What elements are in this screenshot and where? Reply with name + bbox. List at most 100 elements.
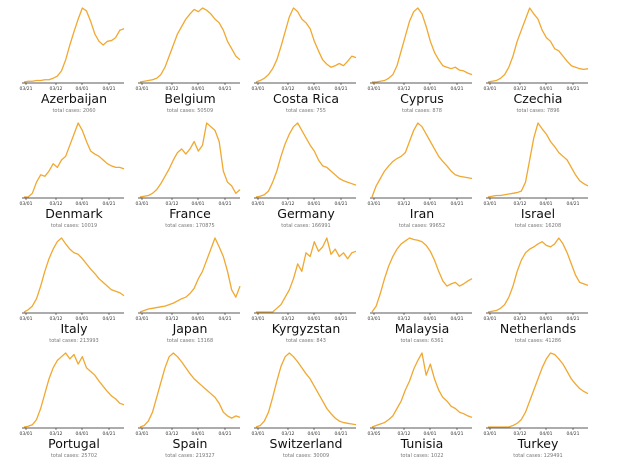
series-line xyxy=(23,7,125,83)
panel-plot: 03/05 03/12 04/01 04/21 xyxy=(368,352,473,437)
x-tick-label: 03/12 xyxy=(514,431,527,437)
country-name: Portugal xyxy=(48,436,100,451)
total-cases-label: total cases: 219327 xyxy=(165,453,215,459)
panel-plot: 03/01 03/12 04/01 04/21 xyxy=(368,237,473,322)
total-cases-label: total cases: 10019 xyxy=(50,223,98,229)
x-tick-label: 04/01 xyxy=(308,201,321,207)
x-tick-label: 04/01 xyxy=(308,431,321,437)
series-line xyxy=(139,237,241,313)
x-tick-label: 03/12 xyxy=(166,201,179,207)
country-panel: 03/01 03/12 04/01 04/21 Kyrgyzstan total case… xyxy=(244,234,368,349)
total-cases-label: total cases: 166991 xyxy=(281,223,331,229)
country-panel: 03/01 03/12 04/01 04/21 Belgium total cases: … xyxy=(128,4,252,119)
total-cases-label: total cases: 755 xyxy=(286,108,326,114)
panel-plot: 03/01 03/12 04/01 04/21 xyxy=(484,122,589,207)
x-tick-label: 04/01 xyxy=(424,316,437,322)
x-tick-label: 03/01 xyxy=(136,86,149,92)
x-tick-label: 04/21 xyxy=(219,201,232,207)
country-panel: 03/01 03/12 04/01 04/21 Denmark total cases: … xyxy=(12,119,136,234)
x-tick-label: 04/01 xyxy=(540,201,553,207)
series-line xyxy=(24,122,125,198)
country-name: Japan xyxy=(172,321,208,336)
country-panel: 03/01 03/12 04/01 04/21 Portugal total cases:… xyxy=(12,349,136,464)
x-tick-label: 03/01 xyxy=(20,316,33,322)
series-line xyxy=(487,7,589,83)
country-name: Switzerland xyxy=(269,436,343,451)
x-tick-label: 03/12 xyxy=(166,316,179,322)
x-tick-label: 04/01 xyxy=(540,431,553,437)
country-name: Malaysia xyxy=(394,321,450,336)
series-line xyxy=(255,352,357,428)
country-name: Cyprus xyxy=(400,91,444,106)
panel-plot: 03/01 03/12 04/01 04/21 xyxy=(136,122,241,207)
series-line xyxy=(139,122,241,198)
panel-plot: 03/01 03/12 04/01 04/21 xyxy=(20,237,125,322)
series-line xyxy=(371,352,473,428)
x-tick-label: 04/21 xyxy=(219,316,232,322)
x-tick-label: 03/12 xyxy=(398,316,411,322)
x-tick-label: 04/01 xyxy=(308,86,321,92)
x-tick-label: 04/01 xyxy=(192,201,205,207)
x-tick-label: 03/01 xyxy=(252,86,265,92)
x-tick-label: 04/21 xyxy=(219,86,232,92)
panel-plot: 03/01 03/12 04/01 04/21 xyxy=(252,237,357,322)
x-tick-label: 03/01 xyxy=(484,201,497,207)
x-tick-label: 04/21 xyxy=(335,86,348,92)
x-tick-label: 03/01 xyxy=(252,201,265,207)
x-tick-label: 03/12 xyxy=(166,431,179,437)
panel-plot: 03/21 03/12 04/01 04/21 xyxy=(20,7,125,92)
panel-plot: 03/01 03/12 04/01 04/21 xyxy=(136,352,241,437)
x-tick-label: 03/01 xyxy=(484,86,497,92)
panel-plot: 03/01 03/12 04/01 04/21 xyxy=(484,237,589,322)
series-line xyxy=(255,7,357,83)
x-tick-label: 04/21 xyxy=(103,201,116,207)
country-name: Israel xyxy=(520,206,556,221)
x-tick-label: 03/12 xyxy=(166,86,179,92)
x-tick-label: 03/12 xyxy=(50,201,63,207)
x-tick-label: 03/12 xyxy=(398,201,411,207)
series-line xyxy=(256,237,357,313)
panel-plot: 03/01 03/12 04/01 04/21 xyxy=(484,352,589,437)
x-tick-label: 04/21 xyxy=(335,316,348,322)
panel-plot: 03/01 03/12 04/01 04/21 xyxy=(136,7,241,92)
x-tick-label: 03/12 xyxy=(282,316,295,322)
country-name: Denmark xyxy=(45,206,103,221)
country-panel: 03/01 03/12 04/01 04/21 Netherlands total cas… xyxy=(476,234,600,349)
total-cases-label: total cases: 1022 xyxy=(400,453,444,459)
x-tick-label: 03/12 xyxy=(282,86,295,92)
x-tick-label: 04/01 xyxy=(192,86,205,92)
x-tick-label: 04/01 xyxy=(424,431,437,437)
country-name: Italy xyxy=(60,321,88,336)
total-cases-label: total cases: 25702 xyxy=(50,453,98,459)
x-tick-label: 03/12 xyxy=(514,86,527,92)
country-panel: 03/01 03/12 04/01 04/21 Israel total cases: 1… xyxy=(476,119,600,234)
total-cases-label: total cases: 13168 xyxy=(166,338,214,344)
country-name: Iran xyxy=(409,206,435,221)
panel-plot: 03/01 03/12 04/01 04/21 xyxy=(484,7,589,92)
x-tick-label: 03/01 xyxy=(20,201,33,207)
country-name: Belgium xyxy=(164,91,216,106)
total-cases-label: total cases: 16208 xyxy=(514,223,562,229)
total-cases-label: total cases: 213993 xyxy=(49,338,99,344)
x-tick-label: 04/21 xyxy=(567,86,580,92)
x-tick-label: 04/21 xyxy=(567,201,580,207)
series-line xyxy=(488,352,589,428)
x-tick-label: 03/01 xyxy=(484,431,497,437)
x-tick-label: 04/21 xyxy=(451,431,464,437)
x-tick-label: 04/01 xyxy=(540,86,553,92)
x-tick-label: 03/05 xyxy=(368,431,381,437)
x-tick-label: 03/12 xyxy=(50,316,63,322)
country-panel: 03/01 03/12 04/01 04/21 Spain total cases: 21… xyxy=(128,349,252,464)
x-tick-label: 03/12 xyxy=(50,431,63,437)
country-panel: 03/01 03/12 04/01 04/21 Japan total cases: 13… xyxy=(128,234,252,349)
total-cases-label: total cases: 41286 xyxy=(514,338,562,344)
x-tick-label: 03/01 xyxy=(368,86,381,92)
country-name: Germany xyxy=(277,206,335,221)
x-tick-label: 03/12 xyxy=(398,431,411,437)
series-line xyxy=(139,352,241,428)
total-cases-label: total cases: 30009 xyxy=(282,453,330,459)
series-line xyxy=(139,7,241,83)
total-cases-label: total cases: 129491 xyxy=(513,453,563,459)
country-name: Azerbaijan xyxy=(40,91,108,106)
x-tick-label: 04/01 xyxy=(76,201,89,207)
